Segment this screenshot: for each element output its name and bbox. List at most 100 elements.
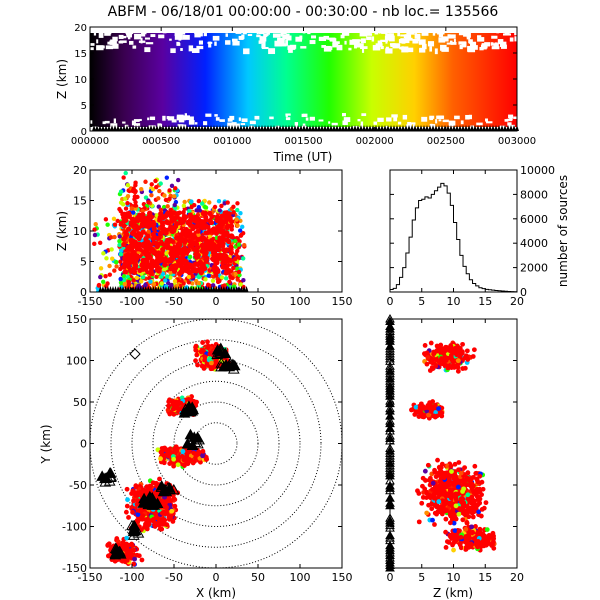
source-point (196, 218, 203, 225)
source-point (147, 275, 152, 281)
source-point (167, 461, 173, 466)
source-point (150, 480, 156, 486)
ground-stroke-marker (359, 125, 363, 131)
source-point (215, 238, 222, 245)
data-gap (509, 117, 513, 122)
data-gap (504, 119, 509, 122)
source-point (132, 258, 139, 265)
data-gap (477, 35, 482, 38)
data-gap (421, 31, 429, 36)
source-point (156, 204, 161, 209)
source-point (110, 256, 115, 261)
data-gap (321, 45, 326, 48)
data-gap (467, 45, 476, 52)
source-point (219, 203, 224, 209)
data-gap (344, 40, 347, 45)
data-gap (464, 29, 469, 36)
data-gap (238, 117, 241, 121)
ground-stroke-marker (234, 286, 239, 292)
source-point (236, 269, 242, 275)
source-point (431, 413, 437, 419)
data-gap (332, 42, 339, 48)
data-gap (188, 45, 194, 52)
x-height-ytick-label: 10 (73, 225, 87, 238)
source-point (202, 354, 208, 360)
source-point (225, 200, 230, 205)
ground-stroke-marker (221, 286, 226, 292)
ground-stroke-triangle (192, 437, 204, 449)
data-gap (437, 32, 445, 35)
ground-stroke-marker (168, 286, 173, 292)
source-point (187, 254, 193, 260)
data-gap (389, 33, 394, 37)
plan-view-ytick-label: 0 (80, 438, 87, 451)
ground-stroke-marker (161, 125, 165, 131)
source-point (152, 522, 157, 528)
data-gap (188, 120, 195, 125)
source-point (210, 256, 217, 263)
source-point (222, 230, 228, 236)
source-point (185, 461, 191, 467)
data-gap (132, 45, 137, 49)
source-point (234, 217, 239, 222)
source-point (452, 345, 458, 351)
source-point (148, 214, 155, 220)
source-point (114, 259, 119, 265)
x-height-xtick-label: 150 (332, 295, 353, 308)
ground-stroke-marker (123, 286, 128, 292)
ground-stroke-marker (494, 125, 498, 131)
source-point (191, 246, 197, 253)
source-point (96, 282, 102, 288)
source-point (238, 282, 243, 287)
ground-stroke-marker (218, 125, 222, 131)
data-gap (272, 33, 281, 38)
data-gap (138, 40, 146, 43)
data-gap (459, 44, 463, 50)
source-point (103, 217, 109, 222)
source-point (198, 349, 204, 355)
source-point (157, 522, 163, 527)
source-point (455, 368, 461, 374)
height-y-panel: 0 5 10 15 20 Z (km) (385, 313, 524, 600)
data-gap (357, 27, 365, 32)
time-height-ytick-label: 20 (74, 23, 87, 34)
source-point (178, 232, 184, 238)
source-point (139, 279, 144, 284)
source-point (164, 219, 170, 225)
source-point (98, 266, 104, 271)
source-point (235, 223, 240, 228)
data-gap (184, 113, 188, 117)
ground-stroke-marker (113, 125, 117, 131)
time-height-xtick-label: 003000 (498, 136, 536, 147)
data-gap (300, 46, 307, 49)
ground-stroke-marker (148, 286, 153, 292)
ground-stroke-marker (284, 125, 288, 131)
data-gap (364, 33, 373, 36)
data-gap (380, 39, 388, 42)
source-point (204, 457, 209, 462)
ground-stroke-marker (182, 125, 186, 131)
source-point (158, 449, 164, 455)
data-gap (485, 27, 494, 31)
data-gap (427, 41, 435, 47)
source-point (197, 208, 203, 213)
source-point (203, 245, 210, 251)
source-point (123, 509, 129, 515)
plan-view-ytick-label: -100 (62, 521, 87, 534)
ground-stroke-triangle (114, 546, 126, 557)
data-gap (361, 113, 367, 117)
source-point (188, 263, 195, 270)
ground-stroke-marker (136, 286, 141, 292)
ground-stroke-marker (224, 286, 229, 292)
source-point (164, 504, 169, 510)
source-point (200, 201, 205, 206)
ground-stroke-triangle (155, 480, 168, 491)
data-gap (241, 118, 248, 123)
source-point (164, 274, 170, 279)
source-point (143, 179, 148, 184)
ground-stroke-marker (509, 125, 513, 131)
data-gap (274, 40, 282, 47)
data-gap (438, 119, 442, 122)
ground-stroke-marker (128, 125, 132, 131)
